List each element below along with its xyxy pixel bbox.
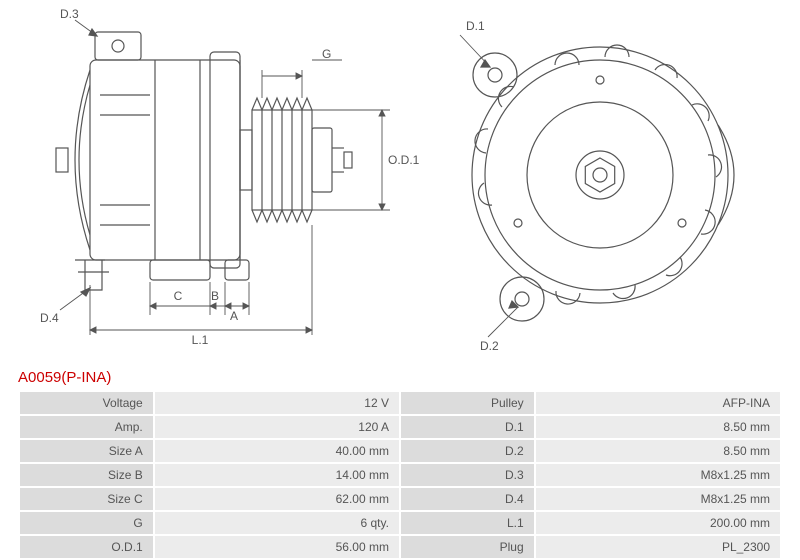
- dim-label-d1: D.1: [466, 19, 485, 33]
- spec-row: Size C62.00 mmD.4M8x1.25 mm: [19, 487, 781, 511]
- spec-label: Size B: [19, 463, 154, 487]
- spec-value: 8.50 mm: [535, 415, 781, 439]
- spec-label: Voltage: [19, 391, 154, 415]
- spec-row: O.D.156.00 mmPlugPL_2300: [19, 535, 781, 559]
- spec-row: Amp.120 AD.18.50 mm: [19, 415, 781, 439]
- spec-label: O.D.1: [19, 535, 154, 559]
- spec-label: Size C: [19, 487, 154, 511]
- spec-row: Size A40.00 mmD.28.50 mm: [19, 439, 781, 463]
- part-number: A0059(P-INA): [18, 369, 800, 386]
- dim-label-od1: O.D.1: [388, 153, 420, 167]
- spec-value: 6 qty.: [154, 511, 400, 535]
- spec-value: 14.00 mm: [154, 463, 400, 487]
- spec-value: 56.00 mm: [154, 535, 400, 559]
- spec-label: Plug: [400, 535, 535, 559]
- spec-value: 200.00 mm: [535, 511, 781, 535]
- spec-label: D.4: [400, 487, 535, 511]
- dim-label-b: B: [211, 289, 219, 303]
- spec-value: AFP-INA: [535, 391, 781, 415]
- spec-label: L.1: [400, 511, 535, 535]
- spec-row: G6 qty.L.1200.00 mm: [19, 511, 781, 535]
- technical-diagram: D.3 G O.D.1 A B C L.1 D.4 D.1 D.2: [0, 0, 800, 365]
- spec-row: Voltage12 VPulleyAFP-INA: [19, 391, 781, 415]
- dim-label-g: G: [322, 47, 331, 61]
- spec-label: D.3: [400, 463, 535, 487]
- spec-value: M8x1.25 mm: [535, 487, 781, 511]
- spec-label: Amp.: [19, 415, 154, 439]
- dim-label-l1: L.1: [192, 333, 209, 347]
- spec-value: 120 A: [154, 415, 400, 439]
- spec-value: PL_2300: [535, 535, 781, 559]
- dim-label-a: A: [230, 309, 238, 323]
- spec-label: Size A: [19, 439, 154, 463]
- dim-label-c: C: [174, 289, 183, 303]
- spec-value: 8.50 mm: [535, 439, 781, 463]
- spec-value: 62.00 mm: [154, 487, 400, 511]
- spec-label: D.2: [400, 439, 535, 463]
- spec-label: G: [19, 511, 154, 535]
- spec-value: 40.00 mm: [154, 439, 400, 463]
- dim-label-d2: D.2: [480, 339, 499, 353]
- dim-label-d4: D.4: [40, 311, 59, 325]
- spec-label: Pulley: [400, 391, 535, 415]
- dim-label-d3: D.3: [60, 7, 79, 21]
- spec-row: Size B14.00 mmD.3M8x1.25 mm: [19, 463, 781, 487]
- spec-value: M8x1.25 mm: [535, 463, 781, 487]
- spec-value: 12 V: [154, 391, 400, 415]
- spec-label: D.1: [400, 415, 535, 439]
- spec-table: Voltage12 VPulleyAFP-INAAmp.120 AD.18.50…: [18, 390, 782, 560]
